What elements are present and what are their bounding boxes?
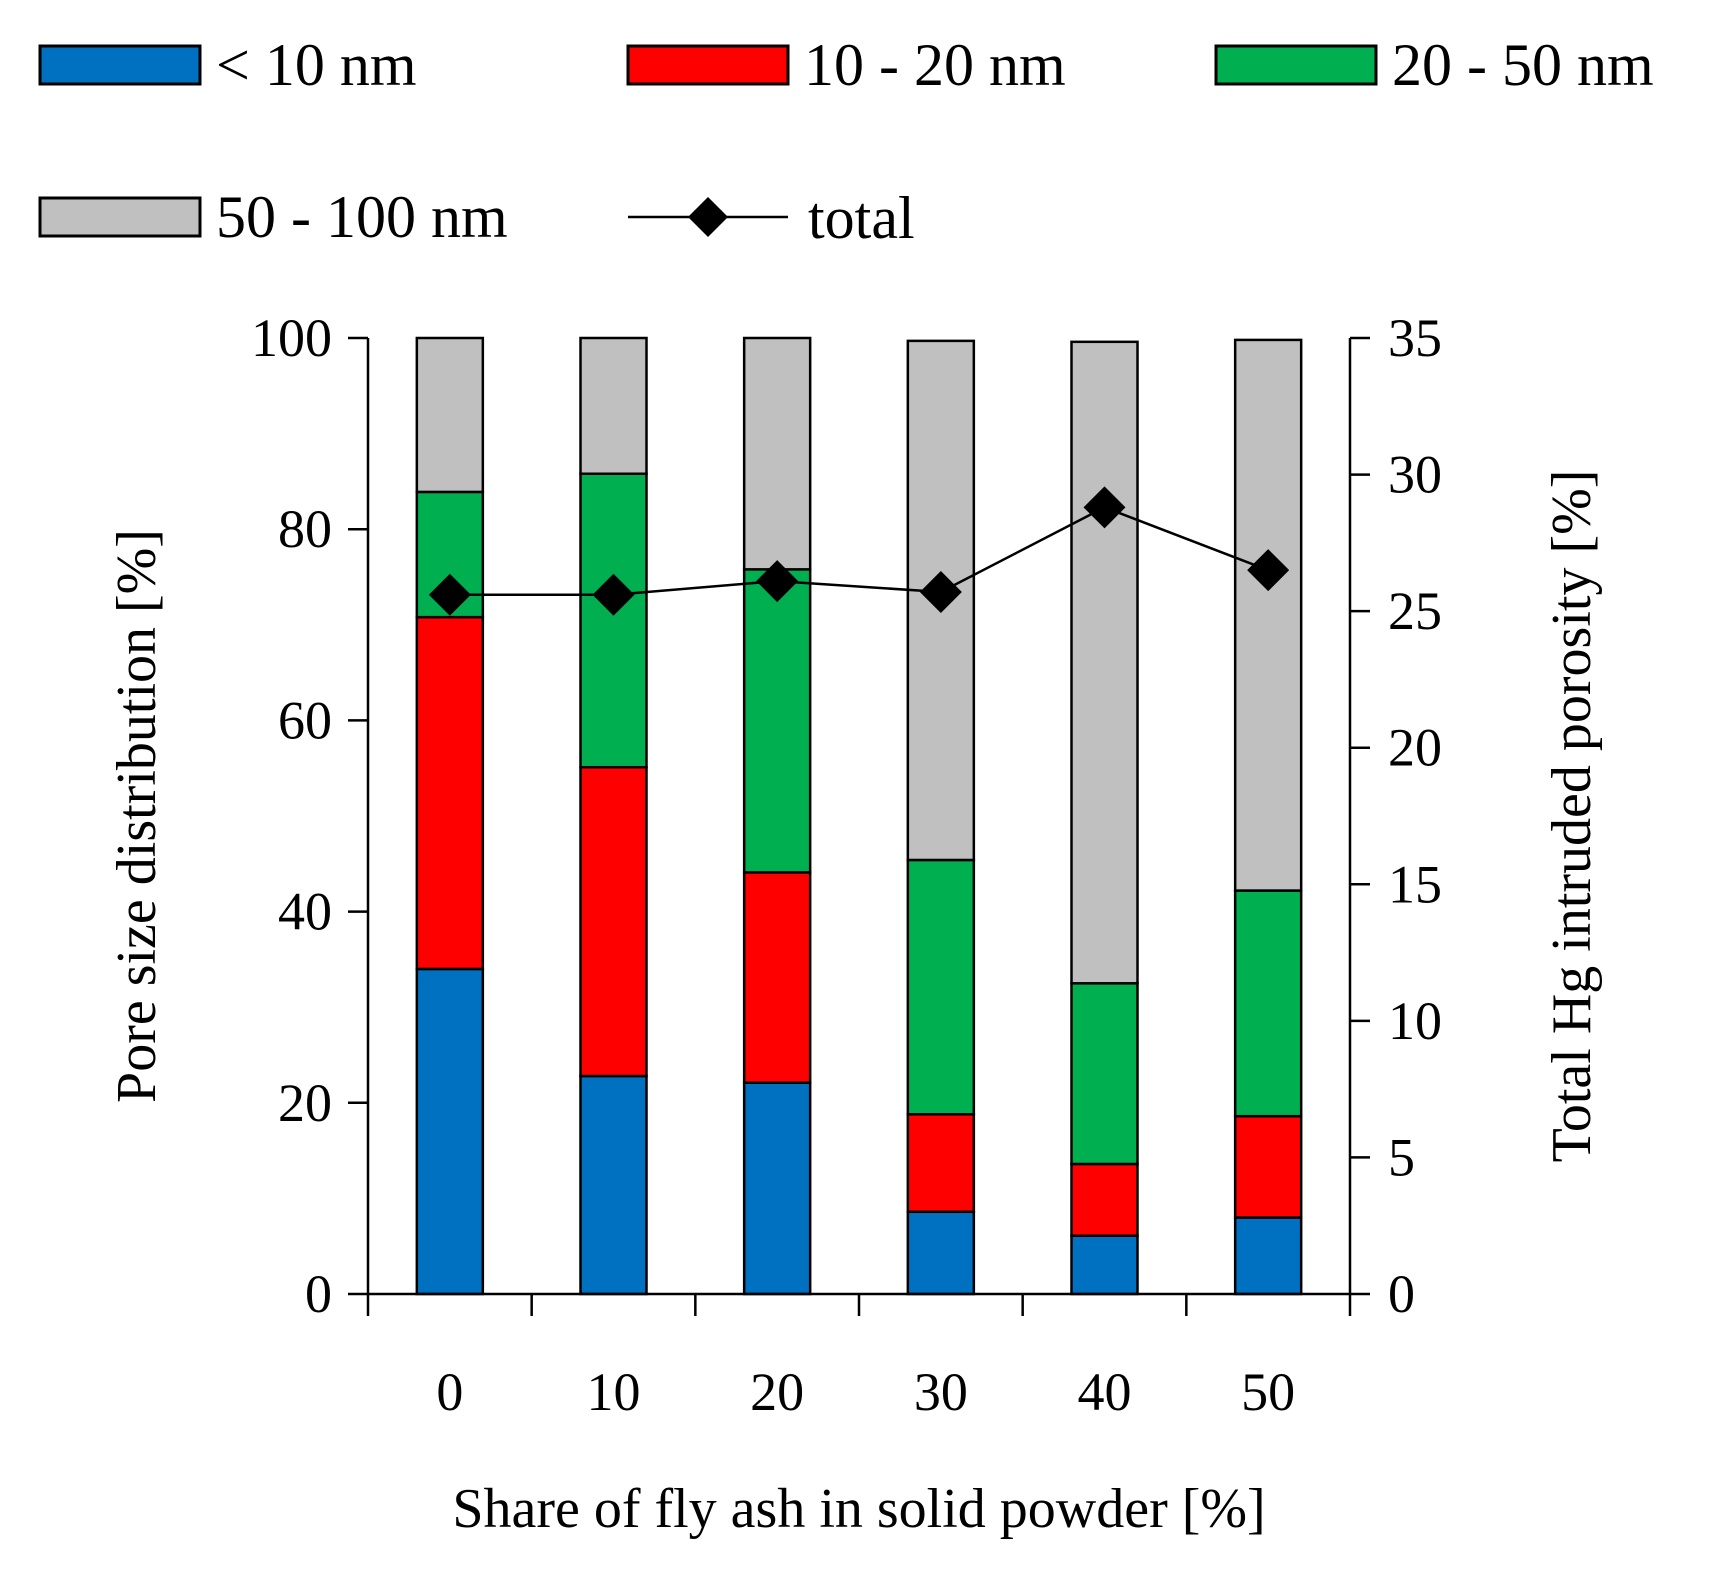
- total-point-40: [1083, 486, 1126, 529]
- y2-tick-label-15: 15: [1388, 854, 1442, 914]
- y-tick-label-60: 60: [278, 690, 332, 750]
- bar-segment-lt10-40: [1070, 1234, 1139, 1296]
- bar-segment-10-20-50: [1233, 1114, 1303, 1219]
- total-point-10: [592, 573, 635, 616]
- total-point-20: [756, 560, 799, 603]
- x-tick-label-20: 20: [750, 1362, 804, 1422]
- x-axis-title: Share of fly ash in solid powder [%]: [452, 1478, 1265, 1540]
- bar-segment-20-50-50: [1233, 889, 1303, 1118]
- bar-segment-lt10-0: [415, 967, 485, 1296]
- x-tick-label-30: 30: [914, 1362, 968, 1422]
- x-tick-label-50: 50: [1241, 1362, 1295, 1422]
- total-point-0: [428, 573, 471, 616]
- legend-label-2: 10 - 20 nm: [804, 32, 1066, 98]
- bar-segment-lt10-30: [906, 1210, 976, 1296]
- legend-swatch-3: [1214, 44, 1378, 86]
- bar-segment-10-20-40: [1070, 1162, 1139, 1237]
- total-point-50: [1247, 549, 1290, 592]
- y-tick-label-80: 80: [278, 499, 332, 559]
- y2-tick-label-5: 5: [1388, 1127, 1415, 1187]
- legend-swatch-2: [626, 44, 790, 86]
- x-tick-label-10: 10: [587, 1362, 641, 1422]
- total-line-path: [449, 505, 1269, 597]
- legend-label-total: total: [808, 185, 915, 251]
- bar-segment-10-20-10: [579, 765, 648, 1078]
- bar-segment-10-20-20: [742, 871, 812, 1084]
- y-tick-label-0: 0: [305, 1264, 332, 1324]
- y-axis-title: Pore size distribution [%]: [106, 529, 168, 1103]
- legend-marker-total: [688, 197, 728, 237]
- bars: [415, 336, 1303, 1296]
- bar-segment-lt10-10: [579, 1074, 648, 1296]
- y-tick-label-40: 40: [278, 882, 332, 942]
- y2-tick-label-20: 20: [1388, 718, 1442, 778]
- x-tick-label-0: 0: [436, 1362, 463, 1422]
- legend: < 10 nm 10 - 20 nm 20 - 50 nm 50 - 100 nm to…: [38, 32, 1654, 251]
- bar-segment-20-50-20: [742, 568, 812, 874]
- axis-labels: Share of fly ash in solid powder [%] Pore…: [106, 470, 1603, 1540]
- y2-tick-label-0: 0: [1388, 1264, 1415, 1324]
- bar-segment-10-20-0: [415, 615, 485, 971]
- bar-segment-20-50-30: [906, 858, 976, 1116]
- y2-tick-label-30: 30: [1388, 445, 1442, 505]
- y-tick-label-100: 100: [251, 308, 332, 368]
- legend-swatch-4: [38, 196, 202, 238]
- bar-segment-lt10-20: [742, 1081, 812, 1296]
- legend-label-3: 20 - 50 nm: [1392, 32, 1654, 98]
- legend-label-4: 50 - 100 nm: [216, 184, 508, 250]
- bar-segment-20-50-10: [579, 472, 648, 769]
- total-line: [428, 486, 1290, 616]
- x-tick-label-40: 40: [1078, 1362, 1132, 1422]
- bar-segment-10-20-30: [906, 1113, 976, 1214]
- legend-label-1: < 10 nm: [216, 32, 417, 98]
- y-tick-label-20: 20: [278, 1073, 332, 1133]
- y2-tick-label-10: 10: [1388, 991, 1442, 1051]
- y2-axis-title: Total Hg intruded porosity [%]: [1541, 470, 1603, 1163]
- bar-segment-20-50-40: [1070, 982, 1139, 1166]
- bar-segment-50-100-20: [742, 336, 812, 571]
- bar-segment-50-100-10: [579, 336, 648, 476]
- total-point-30: [919, 571, 962, 614]
- legend-swatch-1: [38, 44, 202, 86]
- bar-segment-20-50-0: [415, 490, 485, 619]
- bar-segment-50-100-0: [415, 336, 485, 494]
- bar-segment-50-100-50: [1233, 338, 1303, 892]
- y2-tick-label-35: 35: [1388, 308, 1442, 368]
- bar-segment-50-100-40: [1070, 340, 1139, 985]
- bar-segment-lt10-50: [1233, 1216, 1303, 1296]
- y2-tick-label-25: 25: [1388, 581, 1442, 641]
- axes: 0 20 40 60 80 100 0 5 10 15 20 25 30 35 0 10 20 30 40 50: [251, 308, 1442, 1422]
